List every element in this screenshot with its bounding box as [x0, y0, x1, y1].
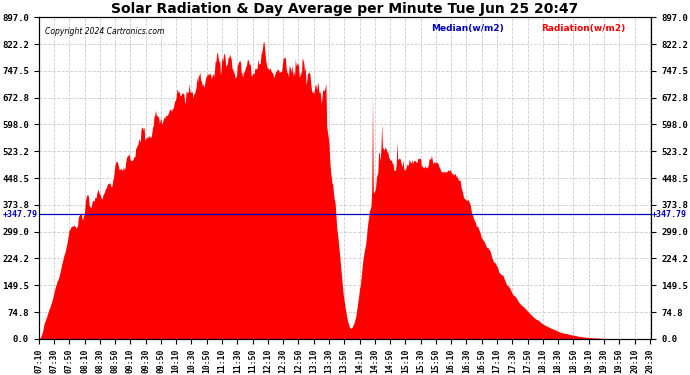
- Text: +347.79: +347.79: [3, 210, 38, 219]
- Text: Radiation(w/m2): Radiation(w/m2): [541, 24, 625, 33]
- Text: Median(w/m2): Median(w/m2): [431, 24, 504, 33]
- Text: +347.79: +347.79: [652, 210, 687, 219]
- Title: Solar Radiation & Day Average per Minute Tue Jun 25 20:47: Solar Radiation & Day Average per Minute…: [111, 2, 579, 16]
- Text: Copyright 2024 Cartronics.com: Copyright 2024 Cartronics.com: [45, 27, 164, 36]
